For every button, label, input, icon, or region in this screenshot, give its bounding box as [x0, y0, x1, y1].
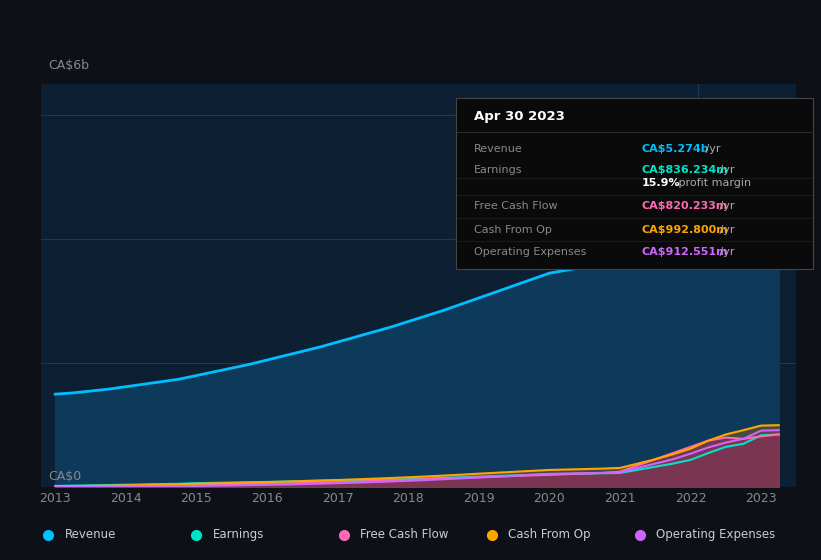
- Text: 15.9%: 15.9%: [641, 179, 680, 188]
- Text: Revenue: Revenue: [65, 528, 116, 542]
- Text: /yr: /yr: [716, 200, 735, 211]
- Text: /yr: /yr: [716, 165, 735, 175]
- Text: Earnings: Earnings: [213, 528, 264, 542]
- Text: Revenue: Revenue: [474, 144, 522, 154]
- Text: /yr: /yr: [703, 144, 721, 154]
- Text: CA$5.274b: CA$5.274b: [641, 144, 709, 154]
- Text: /yr: /yr: [716, 247, 735, 256]
- Text: CA$0: CA$0: [48, 470, 82, 483]
- Text: CA$836.234m: CA$836.234m: [641, 165, 728, 175]
- Text: Cash From Op: Cash From Op: [508, 528, 590, 542]
- Text: Operating Expenses: Operating Expenses: [656, 528, 775, 542]
- Text: Free Cash Flow: Free Cash Flow: [360, 528, 448, 542]
- Text: Cash From Op: Cash From Op: [474, 225, 552, 235]
- Text: Operating Expenses: Operating Expenses: [474, 247, 586, 256]
- Text: profit margin: profit margin: [676, 179, 751, 188]
- Text: Earnings: Earnings: [474, 165, 522, 175]
- Text: Free Cash Flow: Free Cash Flow: [474, 200, 557, 211]
- Text: CA$820.233m: CA$820.233m: [641, 200, 727, 211]
- Text: /yr: /yr: [716, 225, 735, 235]
- Text: CA$912.551m: CA$912.551m: [641, 247, 728, 256]
- Text: CA$992.800m: CA$992.800m: [641, 225, 728, 235]
- Text: CA$6b: CA$6b: [48, 59, 89, 72]
- Text: Apr 30 2023: Apr 30 2023: [474, 110, 564, 123]
